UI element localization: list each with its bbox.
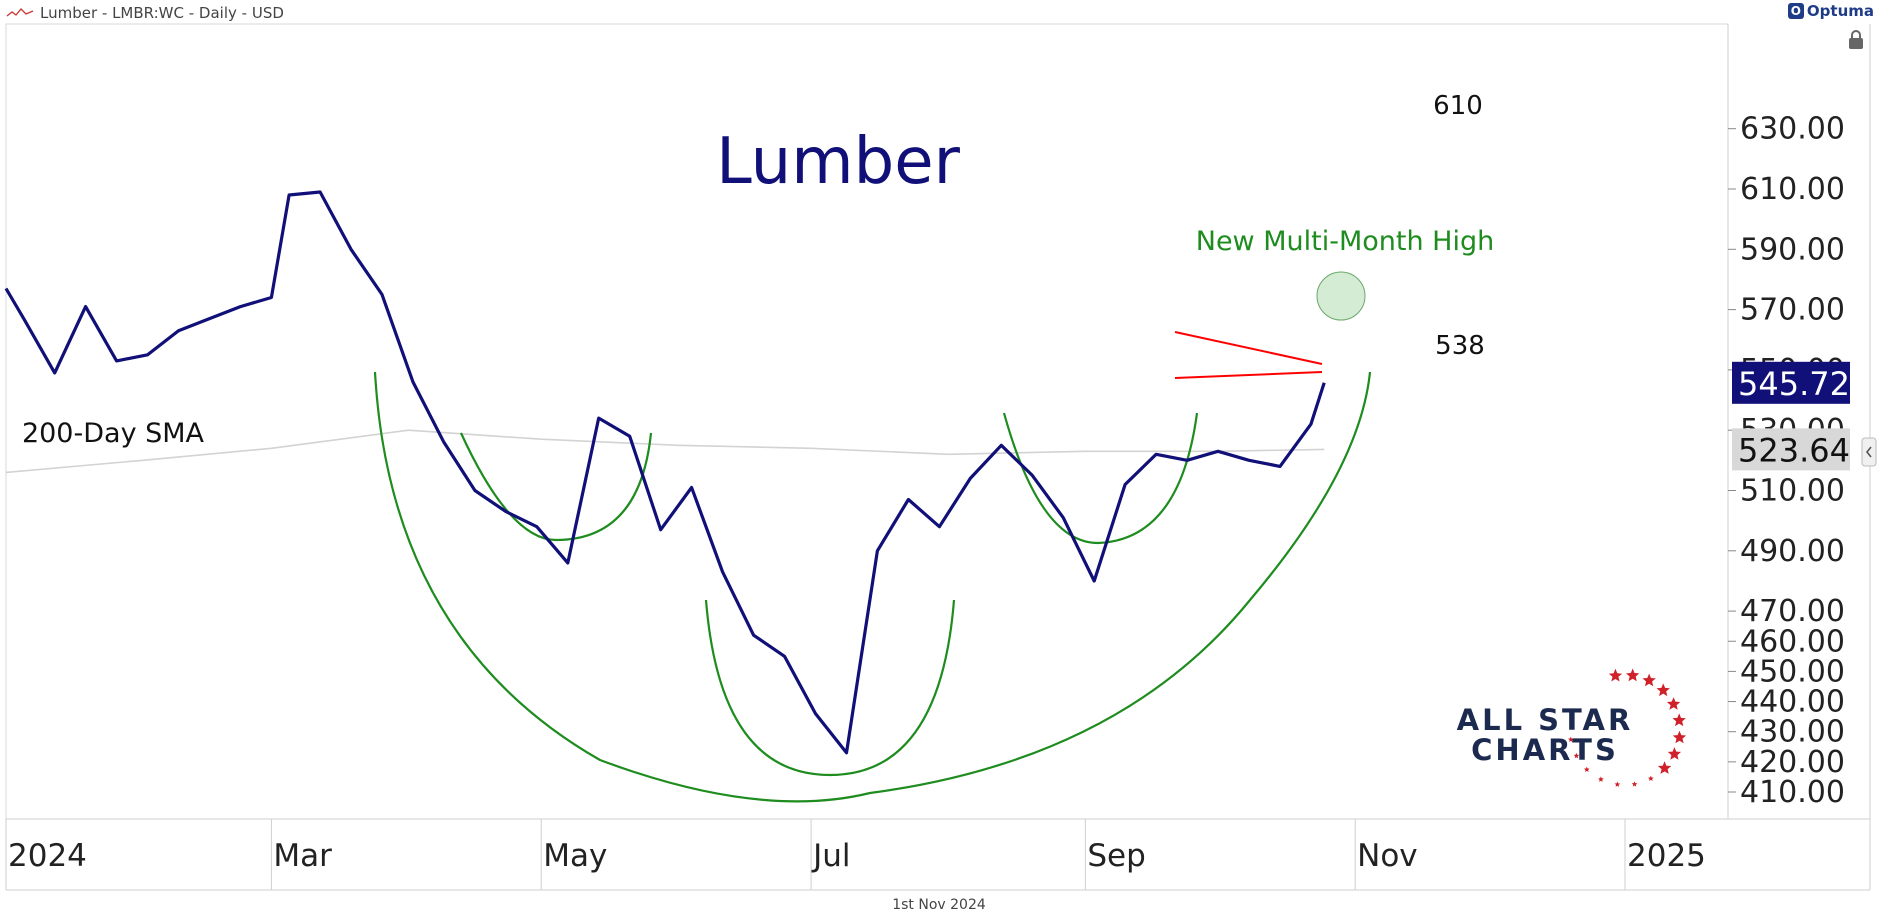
x-tick-label: Jul bbox=[811, 838, 850, 874]
series-line-200-day-sma bbox=[5, 429, 1325, 474]
large-cup-arc bbox=[373, 371, 1372, 803]
watermark-star bbox=[1642, 673, 1656, 687]
y-tick-label: 460.00 bbox=[1740, 624, 1845, 659]
y-tick-label: 430.00 bbox=[1740, 715, 1845, 750]
x-tick-label: May bbox=[543, 838, 607, 874]
watermark-star bbox=[1568, 736, 1574, 742]
price-badge-label: 523.64 bbox=[1738, 431, 1850, 469]
collapse-panel-icon[interactable] bbox=[1861, 437, 1877, 467]
y-tick-label: 450.00 bbox=[1740, 654, 1845, 689]
x-tick-label: Nov bbox=[1357, 838, 1418, 874]
chart-title-lumber: Lumber bbox=[716, 125, 960, 199]
chart-header-title: Lumber - LMBR:WC - Daily - USD bbox=[40, 4, 284, 22]
watermark-stars bbox=[1568, 668, 1687, 787]
lock-icon[interactable] bbox=[1849, 30, 1863, 49]
y-tick-label: 610.00 bbox=[1740, 172, 1845, 207]
watermark-line2: CHARTS bbox=[1471, 733, 1619, 767]
series-line-lumber bbox=[4, 190, 1326, 755]
price-badge-label: 545.72 bbox=[1738, 365, 1850, 403]
annotation-200-day-sma: 200-Day SMA bbox=[22, 418, 205, 449]
x-tick-label: Sep bbox=[1087, 838, 1145, 874]
y-tick-label: 410.00 bbox=[1740, 775, 1845, 810]
all-star-charts-watermark: ALL STAR CHARTS bbox=[1457, 668, 1687, 787]
watermark-star bbox=[1656, 683, 1670, 697]
price-badge-bg bbox=[1732, 361, 1850, 404]
watermark-star bbox=[1672, 730, 1687, 744]
y-tick-label: 490.00 bbox=[1740, 534, 1845, 569]
left-shoulder-arc bbox=[459, 432, 653, 542]
y-tick-label: 470.00 bbox=[1740, 594, 1845, 629]
y-axis-ticks: 630.00610.00590.00570.00550.00530.00510.… bbox=[1728, 112, 1845, 810]
watermark-star bbox=[1666, 697, 1681, 710]
sma-layer bbox=[5, 429, 1325, 474]
watermark-star bbox=[1626, 668, 1640, 682]
annotation-610: 610 bbox=[1433, 91, 1483, 121]
triangle-upper-line bbox=[1174, 331, 1323, 365]
new-high-highlight-circle bbox=[1316, 271, 1366, 321]
watermark-star bbox=[1614, 781, 1621, 787]
y-tick-label: 420.00 bbox=[1740, 745, 1845, 780]
brand-logo: O Optuma bbox=[1787, 2, 1874, 20]
center-cup-arc bbox=[704, 599, 956, 777]
triangle-lower-line bbox=[1174, 371, 1323, 379]
watermark-star bbox=[1573, 752, 1580, 759]
x-tick-label: Mar bbox=[273, 838, 332, 874]
watermark-star bbox=[1583, 766, 1590, 772]
annotation-538: 538 bbox=[1435, 331, 1485, 361]
x-axis-ticks: 2024 Mar May Jul Sep Nov 2025 bbox=[5, 819, 1706, 890]
chart-header: Lumber - LMBR:WC - Daily - USD bbox=[6, 2, 284, 24]
footer-date: 1st Nov 2024 bbox=[892, 897, 986, 913]
y-tick-label: 630.00 bbox=[1740, 112, 1845, 147]
watermark-line1: ALL STAR bbox=[1457, 703, 1634, 737]
pattern-layer bbox=[373, 271, 1372, 803]
brand-name: Optuma bbox=[1806, 2, 1874, 20]
y-tick-label: 440.00 bbox=[1740, 685, 1845, 720]
y-tick-label: 590.00 bbox=[1740, 232, 1845, 267]
watermark-star bbox=[1598, 776, 1604, 782]
annotation-new-multi-month-high: New Multi-Month High bbox=[1196, 226, 1494, 257]
price-layer bbox=[4, 190, 1326, 755]
watermark-star bbox=[1667, 747, 1682, 760]
right-shoulder-arc bbox=[1002, 412, 1199, 545]
optuma-logo-icon: O bbox=[1787, 3, 1804, 19]
x-tick-label: 2024 bbox=[8, 838, 87, 874]
watermark-star bbox=[1657, 761, 1672, 774]
watermark-star bbox=[1631, 781, 1638, 787]
watermark-star bbox=[1672, 713, 1686, 727]
y-tick-label: 510.00 bbox=[1740, 474, 1845, 509]
x-tick-label: 2025 bbox=[1627, 838, 1706, 874]
price-badges: 545.72 523.64 bbox=[1732, 361, 1850, 471]
watermark-star bbox=[1648, 775, 1654, 781]
chart-type-icon bbox=[6, 8, 34, 17]
price-badge-bg bbox=[1732, 428, 1850, 471]
watermark-star bbox=[1608, 668, 1623, 682]
y-tick-label: 570.00 bbox=[1740, 293, 1845, 328]
